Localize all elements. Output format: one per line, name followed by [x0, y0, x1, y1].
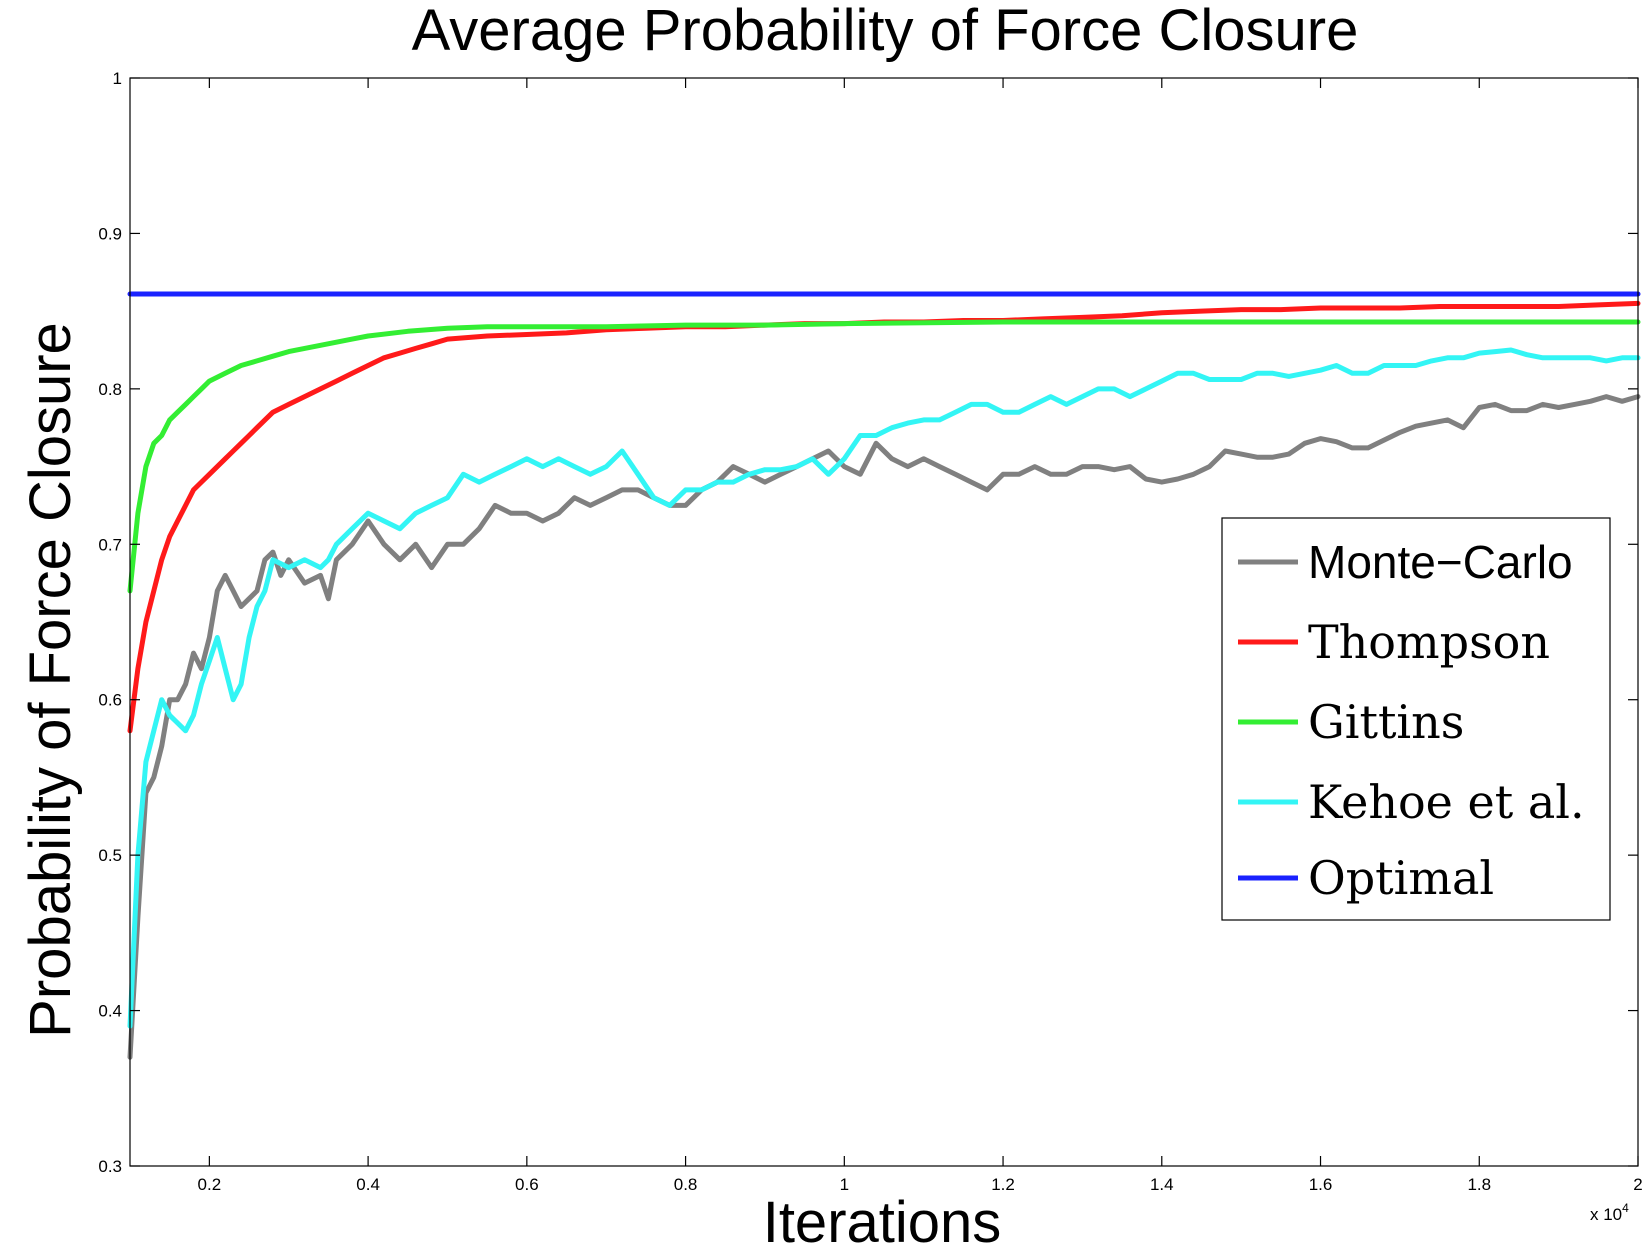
- x-axis-label: Iterations: [763, 1190, 1002, 1254]
- x-exponent-power: 4: [1622, 1201, 1629, 1215]
- x-tick-label: 1.8: [1467, 1175, 1491, 1194]
- x-tick-label: 1.2: [991, 1175, 1015, 1194]
- y-tick-label: 0.7: [98, 535, 122, 554]
- legend-label: Kehoe et al.: [1308, 775, 1585, 829]
- legend-label: Gittins: [1308, 695, 1464, 749]
- y-tick-label: 0.6: [98, 691, 122, 710]
- ticks-layer: 0.2 0.4 0.6 0.8 1 1.2 1.4 1.6 1.8 2 0.3 0.4 0.5 0.6 0.…: [98, 69, 1642, 1194]
- legend-label: Thompson: [1308, 615, 1550, 669]
- series-line-kehoe-et-al: [127, 347, 1641, 1029]
- x-axis-exponent: x 104: [1590, 1201, 1629, 1224]
- x-exponent-base: x 10: [1590, 1205, 1622, 1224]
- series-line-gittins: [127, 319, 1641, 594]
- chart-title: Average Probability of Force Closure: [412, 0, 1359, 63]
- series-layer: [127, 291, 1641, 1060]
- y-tick-label: 1: [113, 69, 122, 88]
- legend-box: [1221, 517, 1611, 921]
- plot-frame: [129, 77, 1639, 1167]
- x-tick-label: 0.4: [356, 1175, 380, 1194]
- x-tick-label: 1.6: [1309, 1175, 1333, 1194]
- x-tick-label: 0.2: [198, 1175, 222, 1194]
- y-tick-label: 0.3: [98, 1157, 122, 1176]
- x-tick-label: 1.4: [1150, 1175, 1174, 1194]
- x-tick-label: 2: [1633, 1175, 1642, 1194]
- legend-label: Optimal: [1308, 851, 1494, 905]
- x-tick-label: 0.8: [674, 1175, 698, 1194]
- legend-label: Monte−Carlo: [1308, 536, 1573, 588]
- y-tick-label: 0.5: [98, 846, 122, 865]
- y-axis-label: Probability of Force Closure: [18, 322, 83, 1038]
- series-line-thompson: [127, 300, 1641, 734]
- legend: Monte−Carlo Thompson Gittins Kehoe et al. Op…: [1221, 517, 1611, 921]
- x-tick-label: 1: [840, 1175, 849, 1194]
- y-tick-label: 0.4: [98, 1002, 122, 1021]
- y-tick-label: 0.9: [98, 224, 122, 243]
- y-tick-label: 0.8: [98, 380, 122, 399]
- x-tick-label: 0.6: [515, 1175, 539, 1194]
